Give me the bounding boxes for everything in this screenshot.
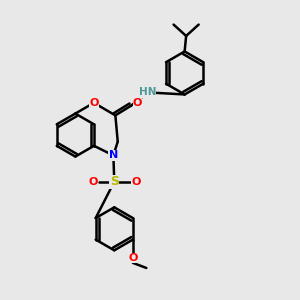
Text: O: O: [88, 177, 98, 187]
Text: O: O: [128, 253, 138, 263]
Text: O: O: [131, 177, 140, 187]
Text: O: O: [133, 98, 142, 108]
Text: N: N: [109, 150, 118, 161]
Text: HN: HN: [139, 87, 156, 98]
Text: O: O: [89, 98, 98, 108]
Text: S: S: [110, 175, 119, 188]
